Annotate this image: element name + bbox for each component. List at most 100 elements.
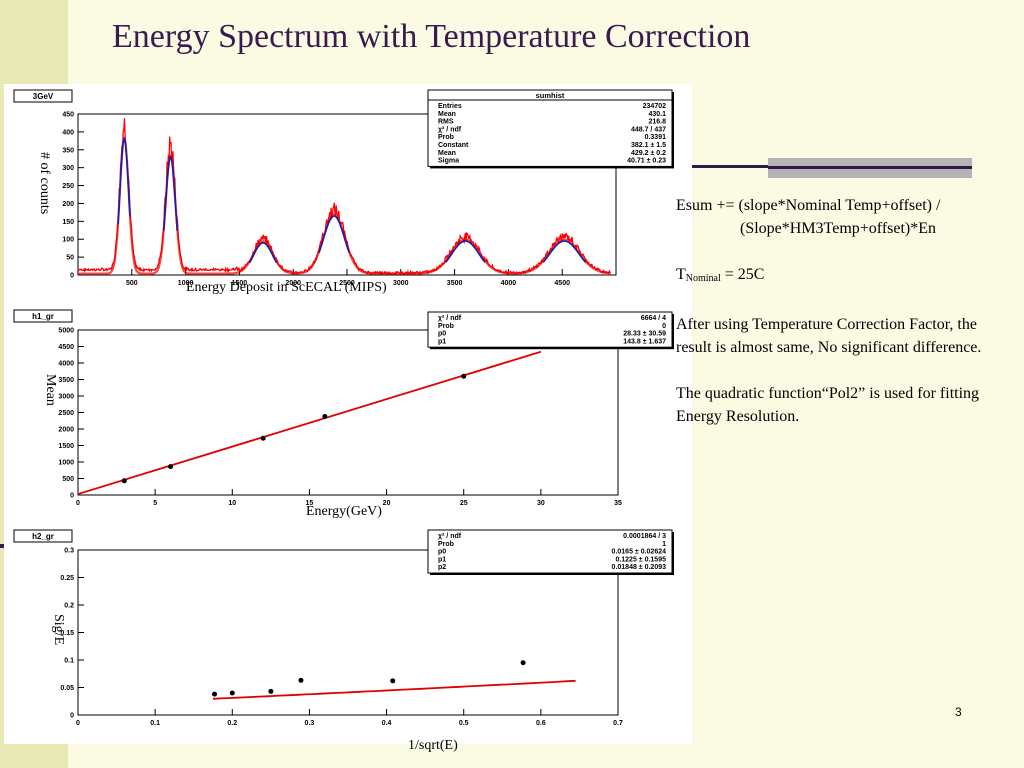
y-tick-label: 150 [62,219,74,226]
data-point [298,677,304,683]
y-tick-label: 0.25 [60,575,74,582]
histogram-name-box [13,89,73,103]
x-tick-label: 0.2 [227,720,237,727]
x-tick-label: 0 [76,720,80,727]
y-tick-label: 5000 [58,328,74,335]
spectrum-y-label: # of counts [37,152,52,215]
y-tick-label: 3500 [58,377,74,384]
stats-label: Mean [438,111,456,118]
data-point [390,678,396,684]
stats-value: 430.1 [648,111,666,118]
resolution-y-label: Sig/E [51,614,66,646]
nominal-temperature: TNominal = 25C [676,263,1016,290]
stats-label: Constant [438,142,469,149]
data-point [520,660,526,666]
x-tick-label: 1500 [232,280,248,287]
stats-value: 0.0165 ± 0.02624 [612,549,667,556]
x-tick-label: 2000 [285,280,301,287]
x-tick-label: 20 [383,500,391,507]
x-tick-label: 0 [76,500,80,507]
stats-value: 429.2 ± 0.2 [631,150,666,157]
y-tick-label: 2000 [58,427,74,434]
stats-value: 0.3391 [645,134,667,141]
x-tick-label: 30 [537,500,545,507]
stats-label: RMS [438,119,454,126]
stats-label: χ² / ndf [438,315,462,322]
x-tick-label: 10 [228,500,236,507]
stats-label: Sigma [438,158,459,165]
linearity-plot: h1_gr 0 5 10 15 20 25 30 35 0 500 1000 1500 2000 2500 3… [10,308,680,513]
stats-value: 0 [662,323,666,330]
histogram-name-box [13,309,73,323]
y-tick-label: 0 [70,273,74,280]
resolution-chart: h2_gr 0 0.1 0.2 0.3 0.4 0.5 0.6 0.7 0 0.05 0.1 0.15 0… [10,528,680,728]
linearity-chart: h1_gr 0 5 10 15 20 25 30 35 0 500 1000 1500 2000 2500 3… [10,308,680,513]
y-tick-label: 450 [62,112,74,119]
nominal-value: = 25C [720,266,765,283]
x-tick-label: 3000 [393,280,409,287]
linearity-x-label: Energy(GeV) [306,504,382,519]
y-tick-label: 400 [62,129,74,136]
stats-value: 0.0001864 / 3 [623,533,666,540]
y-tick-label: 250 [62,183,74,190]
y-tick-label: 2500 [58,410,74,417]
stats-title: sumhist [536,91,565,100]
stats-label: Prob [438,323,454,330]
note-paragraph-2: The quadratic function“Pol2” is used for… [676,385,980,425]
histogram-name: h2_gr [32,532,54,541]
left-marker [0,544,4,548]
spectrum-x-label: Energy Deposit in ScECAL (MIPS) [186,280,387,295]
x-tick-label: 0.5 [459,720,469,727]
linearity-y-label: Mean [43,374,58,406]
y-tick-label: 1500 [58,443,74,450]
y-tick-label: 0 [70,713,74,720]
stats-label: Prob [438,541,454,548]
slide-title: Energy Spectrum with Temperature Correct… [112,18,751,55]
histogram-name: h1_gr [32,312,54,321]
data-point [461,373,467,379]
notes-panel: Esum += (slope*Nominal Temp+offset) / (S… [676,194,1016,451]
stats-label: Prob [438,134,454,141]
y-tick-label: 500 [62,476,74,483]
y-tick-label: 0.1 [64,658,74,665]
y-tick-label: 50 [66,255,74,262]
stats-label: p0 [438,331,446,338]
y-tick-label: 100 [62,237,74,244]
x-tick-label: 5 [153,500,157,507]
stats-box [427,89,673,167]
peak-fit-curve [445,240,486,263]
stats-label: Entries [438,103,462,110]
note-paragraph-1: After using Temperature Correction Facto… [676,316,982,356]
peak-fit-curve [542,240,587,263]
stats-value: 143.8 ± 1.637 [623,338,666,345]
y-tick-label: 1000 [58,460,74,467]
stats-value: 0.01848 ± 0.2093 [612,564,667,571]
x-tick-label: 1000 [178,280,194,287]
stats-value: 234702 [643,103,666,110]
stats-value: 6664 / 4 [641,315,666,322]
y-tick-label: 200 [62,201,74,208]
y-tick-label: 4000 [58,361,74,368]
stats-label: χ² / ndf [438,533,462,540]
data-point [121,478,127,484]
data-point [322,413,328,419]
data-point [212,691,218,697]
spectrum-plot: 3GeV 500 1000 1500 2000 2500 3000 3500 4000 4500 0… [10,88,680,293]
stats-value: 448.7 / 437 [631,126,666,133]
nominal-subscript: Nominal [685,273,721,284]
resolution-x-label: 1/sqrt(E) [408,738,458,753]
stats-value: 382.1 ± 1.5 [631,142,666,149]
stats-value: 40.71 ± 0.23 [627,158,666,165]
data-point [168,464,174,470]
peak-fit-curve [318,215,350,254]
x-tick-label: 25 [460,500,468,507]
y-tick-label: 4500 [58,344,74,351]
t-symbol: T [676,266,686,283]
formula: Esum += (slope*Nominal Temp+offset) / (S… [676,194,1016,240]
x-tick-label: 500 [126,280,138,287]
stats-label: χ² / ndf [438,126,462,133]
x-tick-label: 0.4 [382,720,392,727]
peak-fit-curve [163,155,179,231]
peak-fit-curve [117,137,131,225]
y-tick-label: 0.15 [60,630,74,637]
